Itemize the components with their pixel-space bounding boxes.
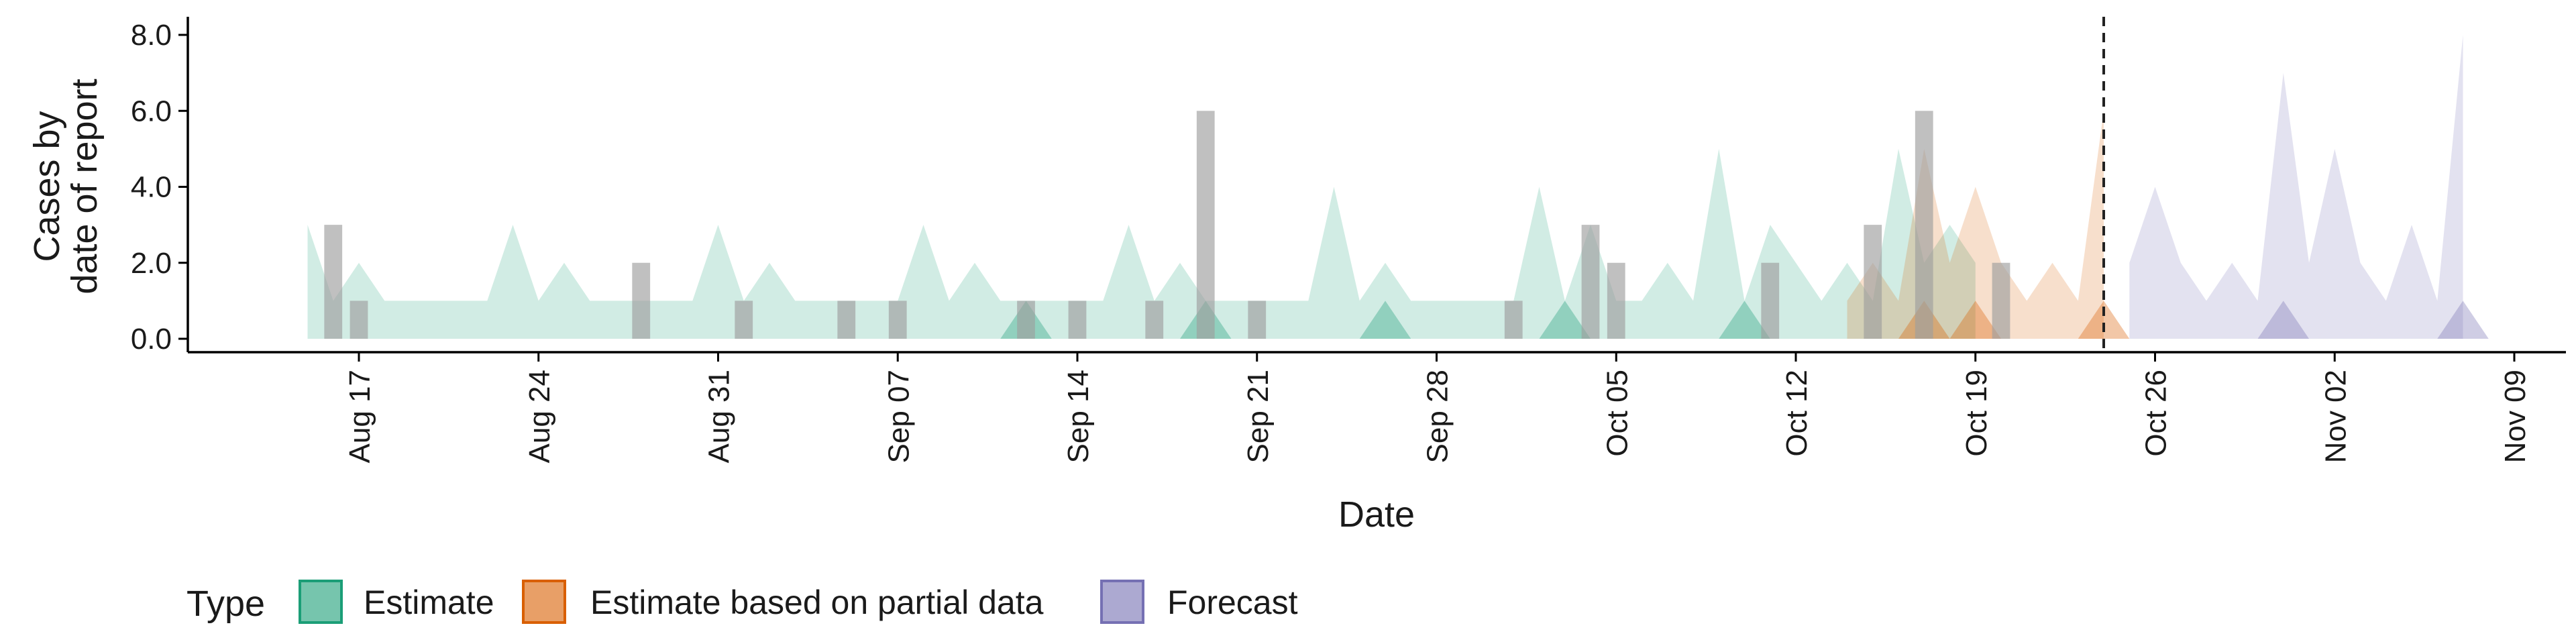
observed-bar [1145, 301, 1164, 339]
inner-band-estimate-4 [1719, 301, 1770, 339]
legend-label-estimate-based-on-partial-data: Estimate based on partial data [590, 584, 1044, 621]
x-tick-label: Nov 02 [2319, 370, 2352, 463]
x-axis-title: Date [1338, 494, 1415, 535]
inner-band-estimate-based-on-partial-data-1 [1949, 301, 2001, 339]
x-tick-label: Aug 17 [343, 370, 376, 463]
observed-bar [1761, 262, 1780, 339]
x-tick-label: Oct 12 [1780, 370, 1813, 457]
legend-title: Type [186, 584, 265, 624]
observed-bar [837, 301, 856, 339]
y-tick-label: 2.0 [131, 247, 172, 280]
legend-label-estimate: Estimate [364, 584, 494, 621]
legend-label-forecast: Forecast [1167, 584, 1298, 621]
legend-key-estimate [299, 580, 343, 624]
observed-bars-group [324, 111, 2010, 339]
y-axis-title-line2: date of report [64, 78, 105, 294]
observed-bar [1915, 111, 1933, 339]
legend: Type Estimate Estimate based on partial d… [186, 580, 1298, 624]
legend-key-forecast [1100, 580, 1144, 624]
x-tick-label: Oct 19 [1960, 370, 1993, 457]
inner-band-group [1000, 301, 2489, 339]
observed-bar [324, 225, 343, 339]
observed-bar [1607, 262, 1625, 339]
y-axis-title-line1: Cases by [27, 111, 67, 262]
observed-bar [1992, 262, 2010, 339]
inner-band-forecast-1 [2437, 301, 2489, 339]
x-tick-label: Oct 05 [1601, 370, 1633, 457]
x-tick-label: Oct 26 [2140, 370, 2173, 457]
observed-bar [1196, 111, 1215, 339]
x-tick-label: Sep 21 [1242, 370, 1275, 463]
observed-bar [1068, 301, 1087, 339]
x-tick-label: Aug 24 [523, 370, 556, 463]
axes-group: 0.0 2.0 4.0 6.0 8.0 Aug 17 Aug 24 Aug 31 Sep 07 S… [131, 17, 2566, 463]
y-tick-label: 6.0 [131, 95, 172, 127]
area-series-group [307, 35, 2463, 339]
x-tick-label: Nov 09 [2499, 370, 2532, 463]
observed-bar [1017, 301, 1035, 339]
observed-bar [888, 301, 907, 339]
y-tick-label: 4.0 [131, 171, 172, 204]
area-estimate [307, 148, 1976, 339]
x-tick-label: Sep 14 [1062, 370, 1095, 463]
area-forecast [2129, 35, 2463, 339]
observed-bar [1864, 225, 1882, 339]
x-tick-label: Aug 31 [703, 370, 736, 463]
observed-bar [1581, 225, 1600, 339]
observed-bar [735, 301, 753, 339]
inner-band-estimate-based-on-partial-data-2 [2078, 301, 2130, 339]
area-estimate-based-on-partial-data [1847, 111, 2104, 339]
x-tick-label: Sep 28 [1421, 370, 1454, 463]
inner-band-forecast-0 [2257, 301, 2309, 339]
legend-key-estimate-based-on-partial-data [522, 580, 566, 624]
inner-band-estimate-3 [1539, 301, 1591, 339]
observed-bar [1248, 301, 1267, 339]
x-tick-label: Sep 07 [882, 370, 915, 463]
inner-band-estimate-2 [1359, 301, 1411, 339]
observed-bar [1504, 301, 1523, 339]
observed-bar [632, 262, 651, 339]
y-tick-label: 8.0 [131, 19, 172, 52]
y-tick-label: 0.0 [131, 323, 172, 356]
observed-bar [350, 301, 368, 339]
